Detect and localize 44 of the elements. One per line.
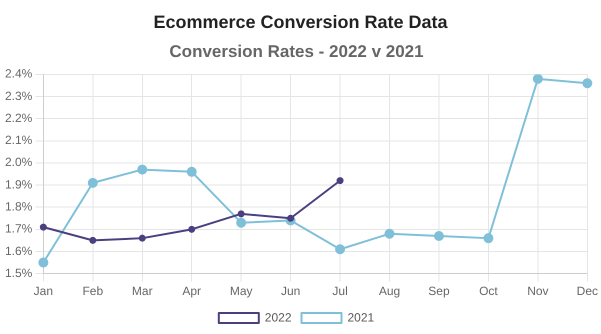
x-tick-label: Oct	[479, 284, 498, 298]
point	[238, 210, 245, 218]
x-tick-label: Jan	[34, 284, 54, 298]
x-tick-label: Apr	[182, 284, 202, 298]
legend-label: 2022	[264, 310, 292, 324]
x-tick-label: Jun	[280, 284, 300, 298]
point	[532, 74, 543, 84]
point	[287, 214, 294, 222]
point	[138, 234, 146, 242]
point	[335, 244, 346, 254]
point	[188, 226, 196, 233]
chart-subtitle: Conversion Rates - 2022 v 2021	[169, 42, 424, 61]
point	[384, 228, 395, 239]
chart-title: Ecommerce Conversion Rate Data	[152, 11, 449, 34]
y-tick-label: 2.3%	[4, 88, 33, 103]
y-tick-label: 1.6%	[4, 244, 33, 258]
point	[89, 236, 96, 244]
y-tick-label: 1.7%	[4, 222, 33, 236]
point	[40, 224, 47, 231]
point	[582, 78, 592, 88]
y-tick-label: 1.9%	[4, 177, 33, 192]
y-tick-label: 1.5%	[4, 266, 33, 280]
point	[137, 164, 148, 175]
y-tick-label: 2.2%	[4, 110, 33, 125]
point	[236, 218, 246, 228]
point	[88, 178, 98, 188]
x-tick-label: Sep	[428, 284, 450, 298]
x-tick-label: Aug	[378, 284, 400, 298]
point	[38, 258, 48, 268]
x-tick-label: Dec	[576, 284, 598, 298]
y-tick-label: 1.8%	[4, 200, 33, 214]
point	[434, 230, 444, 241]
x-tick-label: Feb	[82, 284, 104, 298]
y-tick-label: 2.1%	[4, 133, 33, 148]
point	[186, 166, 197, 177]
x-tick-label: Jul	[332, 284, 348, 298]
x-tick-label: Mar	[132, 284, 153, 298]
legend-label: 2021	[348, 310, 375, 324]
point	[483, 233, 494, 244]
y-tick-label: 2.0%	[4, 155, 33, 170]
point	[336, 177, 344, 184]
x-tick-label: May	[230, 284, 252, 298]
y-tick-label: 2.4%	[4, 66, 33, 81]
x-tick-label: Nov	[527, 284, 549, 298]
